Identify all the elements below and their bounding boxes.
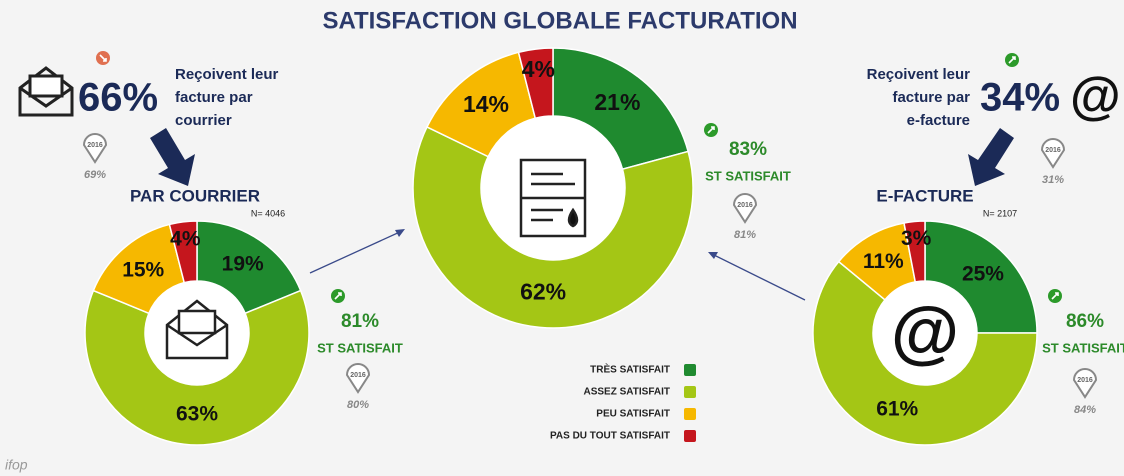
- letter: [177, 309, 217, 335]
- pin: [1040, 138, 1066, 169]
- invoice: [519, 158, 587, 238]
- pin: [82, 133, 108, 164]
- trend-arrow: [1008, 56, 1016, 64]
- data-label: 19%: [222, 252, 264, 275]
- share-label: facture par: [175, 89, 253, 106]
- envelope: [165, 299, 229, 360]
- data-label: 14%: [463, 91, 509, 117]
- logo: ifop: [5, 457, 28, 473]
- trend-arrow: [1051, 292, 1059, 300]
- satisfied-label: ST SATISFAIT: [1042, 340, 1124, 355]
- connector: [309, 230, 403, 274]
- data-label: 63%: [176, 403, 218, 426]
- pin-year: 2016: [1077, 377, 1093, 384]
- trend-arrow: [99, 54, 107, 62]
- pin: [345, 363, 371, 394]
- pin-year: 2016: [1045, 147, 1061, 154]
- donut-hole: [481, 116, 625, 260]
- previous-value: 31%: [1042, 174, 1064, 186]
- arrowhead: [395, 229, 405, 237]
- satisfied-label: ST SATISFAIT: [705, 168, 791, 183]
- data-label: 62%: [520, 279, 566, 305]
- pin-year: 2016: [350, 372, 366, 379]
- center-icon: [165, 299, 229, 360]
- data-label: 15%: [122, 259, 164, 282]
- at-icon: @: [1070, 68, 1121, 126]
- share-label: Reçoivent leur: [867, 66, 971, 83]
- data-label: 21%: [594, 89, 640, 115]
- chart-title: E-FACTURE: [876, 186, 973, 205]
- data-label: 3%: [901, 227, 932, 250]
- share-label: courrier: [175, 112, 232, 129]
- sample-size: N= 4046: [251, 208, 285, 218]
- data-label: 4%: [522, 56, 555, 82]
- connector: [711, 253, 806, 301]
- center-icon: [519, 158, 587, 238]
- satisfied-share: 83%: [729, 139, 767, 160]
- arrowhead: [708, 252, 718, 259]
- arrow: [150, 128, 195, 186]
- envelope-icon: [18, 66, 74, 117]
- legend-swatch: [684, 430, 696, 442]
- sample-size: N= 2107: [983, 208, 1017, 218]
- previous-value: 80%: [347, 399, 369, 411]
- legend-swatch: [684, 386, 696, 398]
- chart-title: PAR COURRIER: [130, 186, 260, 205]
- arrow: [968, 128, 1014, 186]
- legend-label: TRÈS SATISFAIT: [590, 363, 670, 376]
- share-label: e-facture: [907, 112, 970, 129]
- title: SATISFACTION GLOBALE FACTURATION: [322, 7, 797, 34]
- data-label: 4%: [170, 227, 201, 250]
- pin-year: 2016: [737, 202, 753, 209]
- previous-value: 69%: [84, 169, 106, 181]
- share: 66%: [78, 76, 158, 120]
- legend-swatch: [684, 364, 696, 376]
- legend-swatch: [684, 408, 696, 420]
- trend-arrow: [707, 126, 715, 134]
- previous-value: 81%: [734, 229, 756, 241]
- pin: [1072, 368, 1098, 399]
- data-label: 11%: [863, 250, 904, 273]
- at-icon: @: [891, 292, 959, 370]
- trend-arrow: [334, 292, 342, 300]
- ink-drop: [567, 207, 579, 228]
- legend-label: PAS DU TOUT SATISFAIT: [550, 431, 670, 442]
- data-label: 25%: [962, 263, 1004, 286]
- share-label: facture par: [892, 89, 970, 106]
- data-label: 61%: [876, 398, 918, 421]
- share: 34%: [980, 76, 1060, 120]
- previous-value: 84%: [1074, 404, 1096, 416]
- pin: [732, 193, 758, 224]
- satisfied-share: 86%: [1066, 311, 1104, 332]
- satisfied-share: 81%: [341, 311, 379, 332]
- satisfied-label: ST SATISFAIT: [317, 340, 403, 355]
- donut-hole: [873, 281, 977, 385]
- legend-label: PEU SATISFAIT: [596, 409, 670, 420]
- pin-year: 2016: [87, 142, 103, 149]
- share-label: Reçoivent leur: [175, 66, 279, 83]
- legend-label: ASSEZ SATISFAIT: [584, 387, 671, 398]
